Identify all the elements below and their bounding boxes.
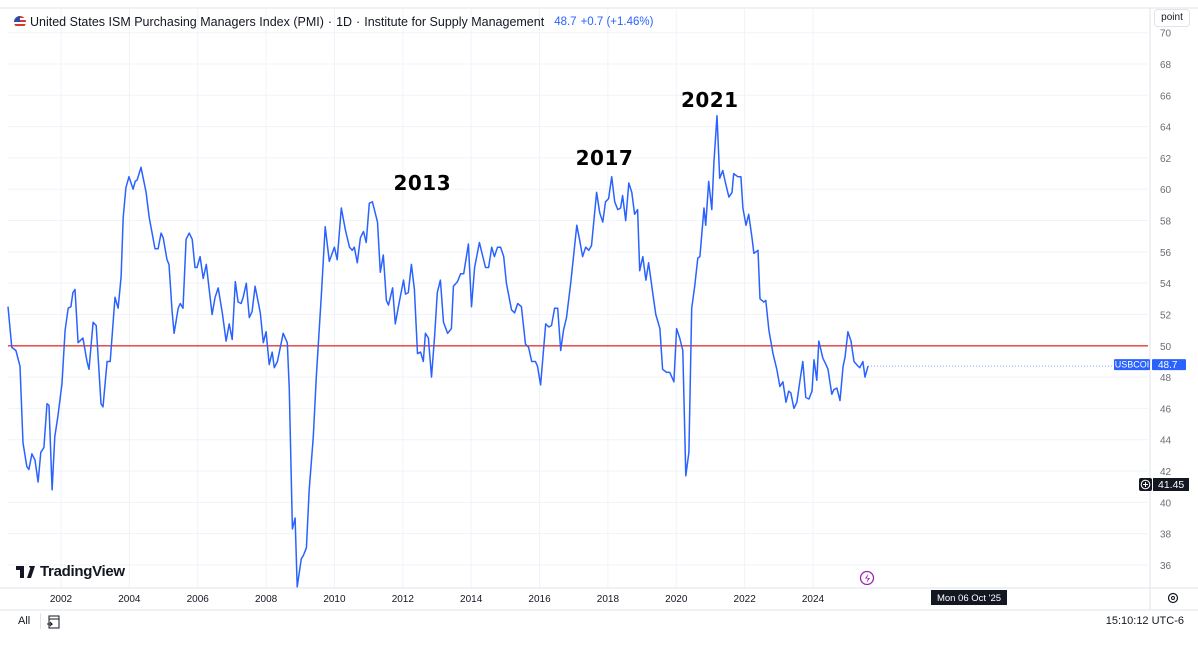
settings-icon[interactable] — [1167, 592, 1179, 604]
y-tick-label: 48 — [1160, 373, 1172, 384]
interval[interactable]: 1D — [336, 15, 353, 29]
symbol-title[interactable]: United States ISM Purchasing Managers In… — [30, 15, 324, 29]
us-flag-icon — [14, 16, 26, 28]
range-all-button[interactable]: All — [18, 615, 31, 627]
y-tick-label: 50 — [1160, 342, 1172, 353]
crosshair-date-tag — [931, 590, 1007, 605]
annotation-2013[interactable]: 2013 — [393, 171, 451, 195]
x-tick-label: 2010 — [323, 594, 346, 605]
series-name-label: USBCOI — [1115, 360, 1150, 370]
add-plus-icon-ring — [1140, 479, 1151, 490]
y-tick-label: 46 — [1160, 404, 1172, 415]
x-tick-label: 2020 — [665, 594, 688, 605]
y-tick-label: 70 — [1160, 29, 1172, 40]
tradingview-logo-icon — [16, 565, 35, 578]
x-tick-label: 2018 — [597, 594, 620, 605]
y-tick-label: 64 — [1160, 123, 1172, 134]
divider — [40, 613, 41, 629]
last-price-label: 48.7 — [1158, 360, 1178, 371]
x-tick-label: 2006 — [187, 594, 210, 605]
calendar-goto-icon[interactable] — [47, 614, 61, 630]
y-tick-label: 44 — [1160, 436, 1172, 447]
x-tick-label: 2016 — [528, 594, 551, 605]
x-tick-label: 2004 — [118, 594, 141, 605]
lightning-icon-bolt — [865, 573, 870, 583]
series-name-tag — [1114, 359, 1150, 371]
y-tick-label: 54 — [1160, 279, 1172, 290]
annotation-2017[interactable]: 2017 — [576, 146, 634, 170]
logo-text: TradingView — [40, 563, 125, 580]
y-tick-label: 60 — [1160, 185, 1172, 196]
crosshair-price-label: 41.45 — [1158, 479, 1184, 491]
x-tick-label: 2008 — [255, 594, 278, 605]
x-tick-label: 2014 — [460, 594, 483, 605]
y-tick-label: 66 — [1160, 91, 1172, 102]
y-tick-label: 38 — [1160, 530, 1172, 541]
x-tick-label: 2002 — [50, 594, 73, 605]
tradingview-logo[interactable]: TradingView — [16, 563, 125, 580]
y-tick-label: 62 — [1160, 154, 1172, 165]
scale-mode-button[interactable]: point — [1154, 9, 1190, 27]
y-tick-label: 56 — [1160, 248, 1172, 259]
y-tick-label: 68 — [1160, 60, 1172, 71]
y-tick-label: 42 — [1160, 467, 1172, 478]
x-tick-label: 2022 — [734, 594, 757, 605]
last-price-tag — [1152, 359, 1186, 371]
separator: · — [356, 15, 361, 29]
y-tick-label: 52 — [1160, 310, 1172, 321]
series-points — [7, 115, 869, 587]
x-tick-label: 2024 — [802, 594, 825, 605]
y-tick-label: 58 — [1160, 217, 1172, 228]
y-tick-label: 36 — [1160, 561, 1172, 572]
clock: 15:10:12 UTC-6 — [1105, 615, 1184, 627]
settings-icon-center — [1171, 596, 1175, 600]
add-plus-icon-cross — [1143, 482, 1148, 487]
chart-legend-header: United States ISM Purchasing Managers In… — [14, 15, 653, 29]
x-tick-label: 2012 — [392, 594, 415, 605]
last-value: 48.7 — [554, 16, 577, 28]
change-value: +0.7 (+1.46%) — [580, 16, 654, 28]
annotation-2021[interactable]: 2021 — [681, 88, 739, 112]
separator: · — [327, 15, 333, 29]
crosshair-price-tag — [1153, 478, 1189, 491]
source: Institute for Supply Management — [364, 15, 545, 29]
crosshair-date-label: Mon 06 Oct '25 — [937, 593, 1001, 604]
series-line-usbcoi[interactable] — [7, 114, 869, 588]
y-tick-label: 40 — [1160, 498, 1172, 509]
